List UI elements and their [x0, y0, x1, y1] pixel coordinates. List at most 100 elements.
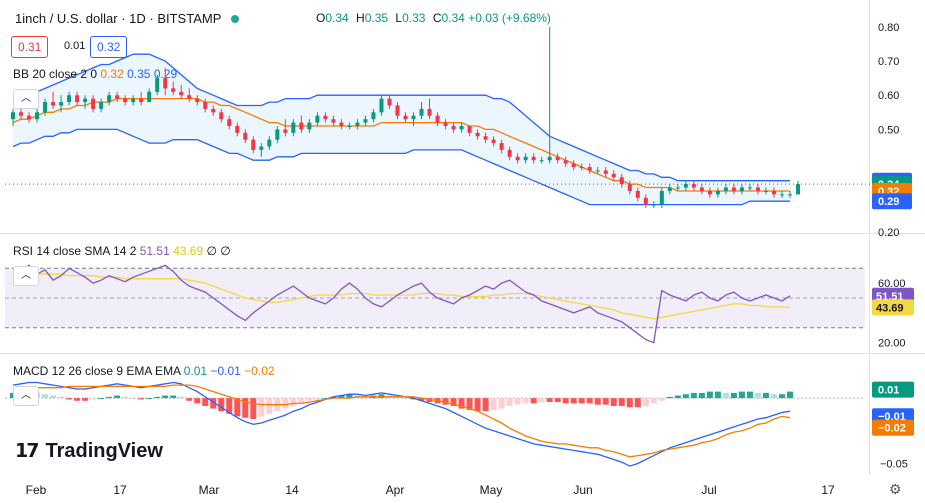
candle-body: [539, 160, 544, 162]
candle-body: [35, 112, 40, 120]
candle-body: [523, 156, 528, 161]
candle-body: [611, 173, 616, 178]
candle-body: [147, 91, 152, 103]
macd-histogram-bar: [770, 394, 777, 399]
candle-body: [771, 190, 776, 195]
macd-histogram-bar: [482, 398, 489, 412]
time-tick-label: Jul: [701, 483, 716, 497]
macd-histogram-bar: [618, 398, 625, 406]
candle-body: [83, 98, 88, 103]
time-tick-label: Feb: [26, 483, 47, 497]
macd-histogram-bar: [506, 398, 513, 406]
rsi-sma-value: 43.69: [173, 244, 204, 258]
candle-body: [419, 108, 424, 116]
macd-histogram-bar: [490, 398, 497, 410]
collapse-price-button[interactable]: ︿: [13, 89, 39, 109]
candle-body: [483, 136, 488, 140]
macd-histogram-bar: [314, 398, 321, 400]
macd-histogram-bar: [418, 398, 425, 401]
macd-histogram-bar: [514, 398, 521, 405]
candle-body: [91, 98, 96, 109]
macd-histogram-bar: [642, 398, 649, 406]
macd-histogram-bar: [338, 395, 345, 399]
macd-histogram-bar: [186, 398, 193, 401]
macd-histogram-bar: [690, 392, 697, 399]
close-label: C: [432, 11, 442, 25]
candle-body: [179, 91, 184, 96]
time-tick-label: Jun: [573, 483, 592, 497]
candle-body: [587, 167, 592, 171]
candle-body: [499, 143, 504, 150]
macd-legend[interactable]: MACD 12 26 close 9 EMA EMA 0.01 −0.01 −0…: [13, 364, 275, 378]
candle-body: [139, 98, 144, 103]
rsi-legend[interactable]: RSI 14 close SMA 14 2 51.51 43.69 ∅ ∅: [13, 244, 231, 258]
candle-body: [251, 139, 256, 150]
candle-body: [395, 105, 400, 116]
candle-body: [563, 160, 568, 164]
symbol-title[interactable]: 1inch / U.S. dollar · 1D · BITSTAMP: [15, 11, 249, 26]
macd-histogram-bar: [266, 398, 273, 414]
candle-body: [211, 108, 216, 113]
candle-body: [643, 197, 648, 205]
candle-body: [203, 102, 208, 109]
bb-lower-value: 0.29: [153, 67, 178, 81]
candle-body: [107, 95, 112, 103]
candle-body: [451, 126, 456, 130]
sell-button[interactable]: 0.31: [11, 36, 49, 58]
price-tick-label: 0.80: [878, 22, 899, 34]
low-value: 0.33: [402, 11, 426, 25]
tradingview-logo-text: TradingView: [45, 440, 163, 462]
candle-body: [787, 194, 792, 196]
candle-body: [283, 129, 288, 133]
candle-body: [115, 95, 120, 99]
macd-histogram-bar: [738, 391, 745, 399]
macd-histogram-bar: [554, 398, 561, 403]
collapse-rsi-button[interactable]: ︿: [13, 266, 39, 286]
candle-body: [595, 170, 600, 172]
candle-body: [739, 187, 744, 191]
candle-body: [27, 115, 32, 120]
candle-body: [403, 115, 408, 120]
settings-gear-icon[interactable]: ⚙: [889, 481, 902, 497]
time-tick-label: 14: [285, 483, 299, 497]
macd-histogram-bar: [290, 398, 297, 406]
candle-body: [723, 187, 728, 191]
candle-body: [195, 98, 200, 103]
macd-histogram-bar: [282, 398, 289, 409]
macd-histogram-bar: [90, 398, 97, 400]
macd-histogram-bar: [466, 398, 473, 410]
rsi-tag: [872, 299, 914, 316]
rsi-value: 51.51: [139, 244, 170, 258]
market-open-dot: [231, 15, 240, 24]
macd-histogram-bar: [106, 396, 113, 399]
macd-histogram-bar: [426, 398, 433, 403]
rsi-sma-line: [13, 273, 791, 320]
macd-signal-value: −0.02: [244, 364, 275, 378]
candle-body: [507, 149, 512, 157]
macd-histogram-bar: [658, 398, 665, 401]
tradingview-logo[interactable]: 𝟭𝟳 TradingView: [15, 440, 163, 463]
candle-body: [299, 122, 304, 130]
macd-histogram-bar: [346, 394, 353, 399]
macd-histogram-bar: [602, 398, 609, 405]
candle-body: [547, 156, 552, 161]
candle-body: [339, 122, 344, 126]
macd-value: −0.01: [210, 364, 241, 378]
bb-legend[interactable]: BB 20 close 2 0 0.32 0.35 0.29: [13, 67, 177, 81]
macd-histogram-bar: [362, 396, 369, 399]
macd-tick-label: −0.05: [880, 458, 908, 470]
price-tick-label: 0.50: [878, 124, 899, 136]
macd-histogram-bar: [322, 398, 329, 400]
collapse-macd-button[interactable]: ︿: [13, 386, 39, 406]
macd-histogram-bar: [706, 391, 713, 399]
candle-body: [675, 187, 680, 189]
rsi-tick-label: 20.00: [878, 338, 906, 350]
candle-body: [467, 126, 472, 133]
macd-histogram-bar: [674, 395, 681, 399]
macd-histogram-bar: [778, 394, 785, 399]
buy-button[interactable]: 0.32: [90, 36, 128, 58]
macd-histogram-bar: [58, 396, 65, 399]
candle-body: [475, 132, 480, 137]
